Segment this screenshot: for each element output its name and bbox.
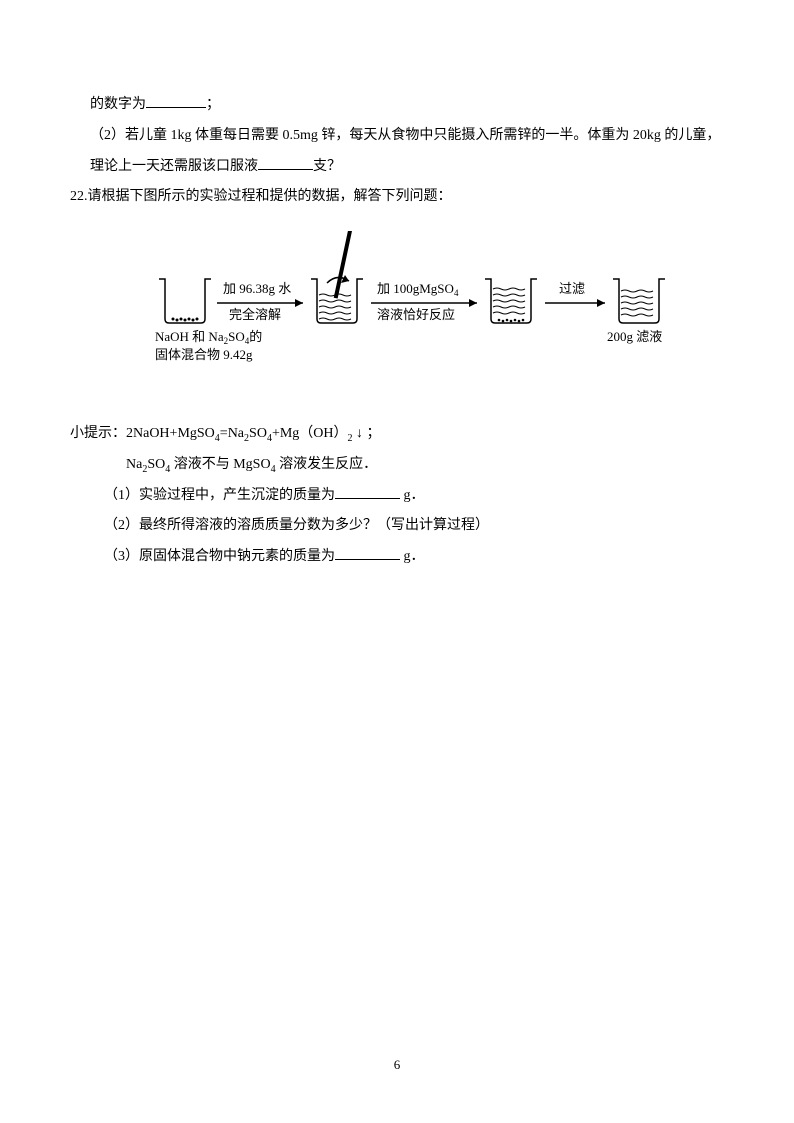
arrow-2: 加 100gMgSO4 溶液恰好反应 — [371, 281, 477, 322]
svg-text:过滤: 过滤 — [559, 281, 585, 296]
beaker-2 — [311, 231, 363, 323]
experiment-diagram: NaOH 和 Na2SO4的 固体混合物 9.42g 加 96.38g 水 完全… — [155, 231, 724, 414]
svg-text:加 100gMgSO4: 加 100gMgSO4 — [377, 281, 459, 298]
text: 6 — [394, 1057, 401, 1072]
question-22-heading: 22.请根据下图所示的实验过程和提供的数据，解答下列问题： — [70, 182, 724, 213]
blank-fill[interactable] — [335, 484, 400, 499]
blank-fill[interactable] — [335, 545, 400, 560]
hint-line-1: 小提示：2NaOH+MgSO4=Na2SO4+Mg（OH）2 ↓ ； — [70, 419, 724, 450]
hint-line-2: Na2SO4 溶液不与 MgSO4 溶液发生反应． — [126, 450, 724, 481]
text: 溶液不与 MgSO — [170, 457, 270, 472]
blank-fill[interactable] — [146, 93, 206, 108]
text: 理论上一天还需服该口服液 — [90, 159, 258, 174]
text: ； — [206, 97, 220, 112]
text: 溶液发生反应． — [276, 457, 378, 472]
text: ↓ ； — [353, 426, 381, 441]
svg-text:溶液恰好反应: 溶液恰好反应 — [377, 307, 455, 322]
beaker-1-label-1: NaOH 和 Na2SO4的 — [155, 329, 262, 346]
beaker-4 — [613, 279, 665, 323]
text: （1）实验过程中，产生沉淀的质量为 — [104, 488, 335, 503]
beaker-4-label: 200g 滤液 — [607, 329, 662, 344]
text: =Na — [220, 426, 244, 441]
text-line: 理论上一天还需服该口服液 支？ — [90, 152, 724, 183]
text: 支？ — [313, 159, 341, 174]
text-line: （2）若儿童 1kg 体重每日需要 0.5mg 锌，每天从食物中只能摄入所需锌的… — [90, 121, 724, 152]
text: SO — [147, 457, 165, 472]
text: 小提示：2NaOH+MgSO — [70, 426, 215, 441]
sub-question-2: （2）最终所得溶液的溶质质量分数为多少？（写出计算过程） — [104, 511, 724, 542]
arrow-3: 过滤 — [545, 281, 605, 307]
sub-question-1: （1）实验过程中，产生沉淀的质量为 g． — [104, 481, 724, 512]
svg-text:完全溶解: 完全溶解 — [229, 307, 281, 322]
text: 的数字为 — [90, 97, 146, 112]
beaker-3 — [485, 279, 537, 323]
text: g． — [400, 549, 425, 564]
text: （3）原固体混合物中钠元素的质量为 — [104, 549, 335, 564]
beaker-1 — [159, 279, 211, 323]
arrow-1: 加 96.38g 水 完全溶解 — [217, 281, 303, 322]
text: Na — [126, 457, 142, 472]
text: 22.请根据下图所示的实验过程和提供的数据，解答下列问题： — [70, 189, 452, 204]
blank-fill[interactable] — [258, 155, 313, 170]
text: g． — [400, 488, 425, 503]
text: SO — [249, 426, 267, 441]
text: （2）若儿童 1kg 体重每日需要 0.5mg 锌，每天从食物中只能摄入所需锌的… — [90, 128, 720, 143]
svg-text:加 96.38g 水: 加 96.38g 水 — [223, 281, 291, 296]
text: （2）最终所得溶液的溶质质量分数为多少？（写出计算过程） — [104, 518, 489, 533]
text-line: 的数字为 ； — [90, 90, 724, 121]
diagram-svg: NaOH 和 Na2SO4的 固体混合物 9.42g 加 96.38g 水 完全… — [155, 231, 715, 401]
beaker-1-label-2: 固体混合物 9.42g — [155, 347, 253, 362]
sub-question-3: （3）原固体混合物中钠元素的质量为 g． — [104, 542, 724, 573]
text: +Mg（OH） — [272, 426, 348, 441]
page-number: 6 — [0, 1057, 794, 1073]
